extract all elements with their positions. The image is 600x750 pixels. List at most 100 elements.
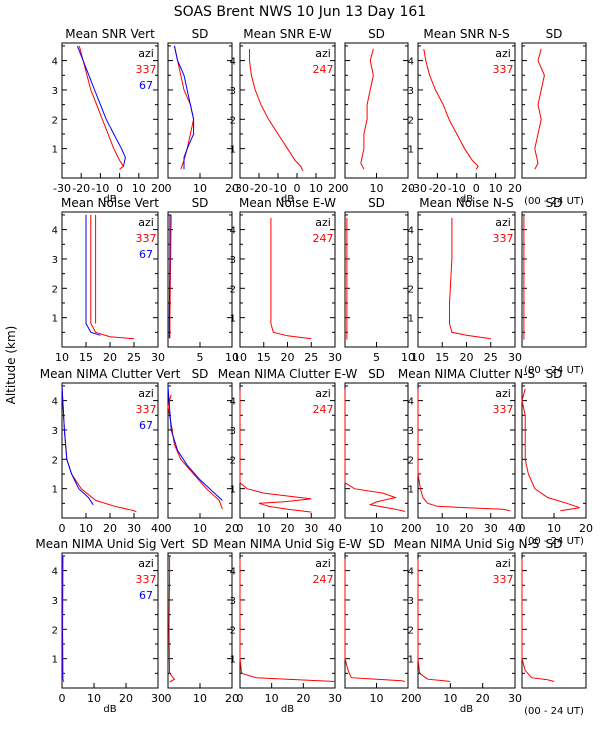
series-line — [78, 45, 125, 170]
legend-title: azi — [138, 387, 154, 400]
legend-title: azi — [495, 557, 511, 570]
x-tick-label: 10 — [489, 182, 503, 195]
y-tick-label: 3 — [230, 255, 236, 266]
time-range-note: (00 - 24 UT) — [524, 365, 584, 376]
panel-title: SD — [192, 196, 209, 210]
legend-entry: 67 — [139, 419, 153, 432]
y-tick-label: 2 — [408, 625, 414, 636]
y-tick-label: 3 — [52, 86, 58, 97]
series-line — [344, 558, 406, 682]
panel-1: 1 2 3 4 -30 -20 -10 0 10 20 dB Mean SNR Vert azi 337 6… — [52, 27, 165, 205]
y-tick-label: 3 — [408, 426, 414, 437]
series-line — [417, 388, 511, 512]
x-tick-label: 0 — [59, 692, 66, 705]
series-line — [169, 214, 172, 339]
x-tick-label: 15 — [257, 351, 271, 364]
y-tick-label: 3 — [408, 596, 414, 607]
x-tick-label: -20 — [250, 182, 268, 195]
legend-title: azi — [495, 387, 511, 400]
y-axis-label: Altitude (km) — [4, 326, 18, 405]
x-tick-label: 0 — [116, 182, 123, 195]
x-tick-label: 10 — [193, 522, 207, 535]
x-tick-label: 0 — [415, 522, 422, 535]
x-tick-label: 10 — [193, 692, 207, 705]
series-line — [270, 217, 312, 340]
x-tick-label: -20 — [428, 182, 446, 195]
y-tick-label: 1 — [408, 485, 414, 496]
x-tick-label: 10 — [370, 522, 384, 535]
y-tick-label: 3 — [230, 86, 236, 97]
x-tick-label: -10 — [448, 182, 466, 195]
y-tick-label: 4 — [230, 397, 236, 408]
legend-entry: 337 — [493, 232, 514, 245]
x-tick-label: 0 — [294, 182, 301, 195]
y-tick-label: 4 — [408, 57, 414, 68]
panel-title: Mean NIMA Unid Sig N-S — [394, 537, 540, 551]
panel-title: Mean Noise E-W — [239, 196, 336, 210]
panel-title: Mean SNR E-W — [243, 27, 332, 41]
x-tick-label: 30 — [508, 351, 522, 364]
panel-19: 1 2 3 4 0 10 20 30 dB Mean NIMA Unid Sig Vert azi 3… — [35, 537, 185, 715]
legend-title: azi — [315, 216, 331, 229]
y-tick-label: 2 — [52, 115, 58, 126]
x-tick-label: 20 — [119, 692, 133, 705]
y-tick-label: 4 — [408, 397, 414, 408]
legend-entry: 67 — [139, 248, 153, 261]
x-tick-label: -30 — [231, 182, 249, 195]
x-tick-label: 25 — [304, 351, 318, 364]
x-tick-label: 20 — [476, 692, 490, 705]
x-tick-label: 20 — [401, 692, 415, 705]
y-tick-label: 3 — [52, 596, 58, 607]
figure-title: SOAS Brent NWS 10 Jun 13 Day 161 — [174, 4, 426, 20]
panel-title: SD — [368, 196, 385, 210]
y-tick-label: 4 — [230, 57, 236, 68]
time-range-note: (00 - 24 UT) — [524, 706, 584, 717]
x-axis-label: dB — [460, 194, 473, 205]
y-tick-label: 2 — [408, 115, 414, 126]
y-tick-label: 2 — [408, 455, 414, 466]
panel-title: Mean NIMA Clutter N-S — [398, 367, 535, 381]
y-tick-label: 1 — [52, 655, 58, 666]
panel-6: (00 - 24 UT)SD — [521, 27, 587, 207]
x-tick-label: 10 — [225, 351, 239, 364]
x-tick-label: 30 — [151, 351, 165, 364]
series-line — [173, 45, 195, 170]
y-tick-label: 4 — [52, 226, 58, 237]
series-line — [521, 388, 580, 512]
x-tick-label: 10 — [265, 692, 279, 705]
x-axis-label: dB — [281, 704, 294, 715]
series-line — [423, 48, 479, 170]
legend-title: azi — [495, 47, 511, 60]
y-tick-label: 3 — [230, 596, 236, 607]
series-line — [249, 48, 304, 171]
x-tick-label: 25 — [127, 351, 141, 364]
x-tick-label: -20 — [72, 182, 90, 195]
panel-14: 0 10 20 SD — [165, 367, 240, 535]
y-tick-label: 2 — [230, 115, 236, 126]
y-tick-label: 2 — [230, 455, 236, 466]
x-tick-label: 5 — [373, 351, 380, 364]
panel-title: Mean NIMA Clutter Vert — [40, 367, 181, 381]
y-tick-label: 2 — [230, 284, 236, 295]
x-axis-label: dB — [281, 194, 294, 205]
panel-title: SD — [192, 27, 209, 41]
y-tick-label: 4 — [52, 397, 58, 408]
x-tick-label: 20 — [296, 692, 310, 705]
y-tick-label: 2 — [52, 455, 58, 466]
panel-8: 5 10 SD — [167, 196, 239, 364]
x-tick-label: 10 — [309, 182, 323, 195]
y-tick-label: 1 — [52, 145, 58, 156]
panel-11: 1 2 3 4 10 15 20 25 30 Mean Noise N-S azi 337 — [408, 196, 522, 364]
x-tick-label: 15 — [79, 351, 93, 364]
x-tick-label: 30 — [484, 522, 498, 535]
x-tick-label: 30 — [328, 692, 342, 705]
panel-16: 10 20 SD — [344, 367, 415, 535]
panel-10: 5 10 SD — [344, 196, 415, 364]
series-line — [168, 214, 171, 339]
x-tick-label: 20 — [460, 351, 474, 364]
series-line — [239, 558, 336, 682]
x-tick-label: 10 — [443, 692, 457, 705]
